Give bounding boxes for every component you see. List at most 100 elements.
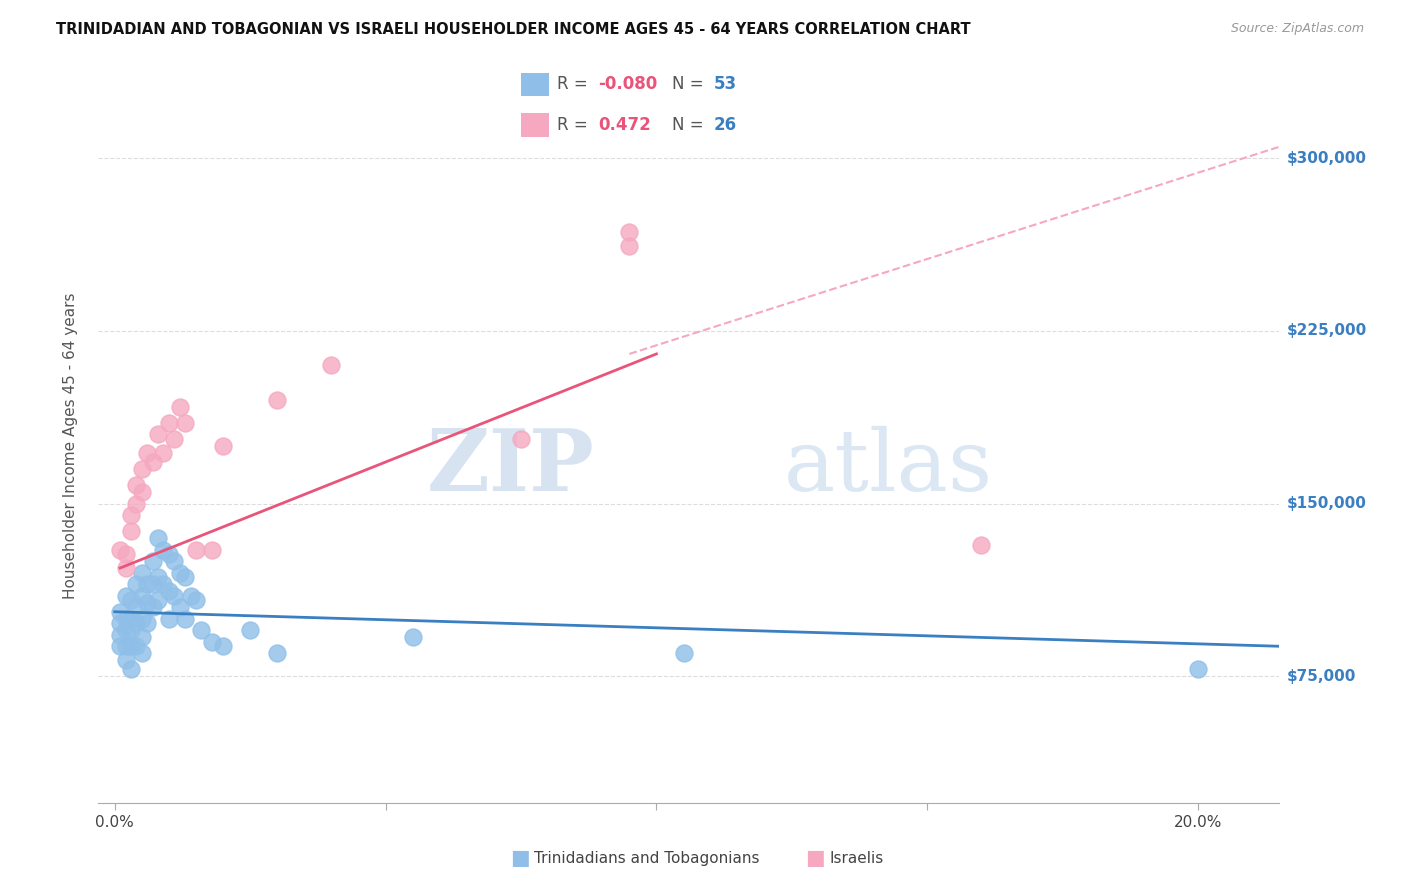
Point <box>201 542 224 557</box>
Point <box>131 646 153 660</box>
Point <box>142 577 165 591</box>
Text: 53: 53 <box>713 76 737 94</box>
Point <box>131 589 153 603</box>
Point <box>131 462 153 476</box>
Point <box>212 439 235 453</box>
Point <box>114 589 136 603</box>
Point <box>120 662 142 676</box>
Point <box>125 600 148 615</box>
Text: N =: N = <box>672 116 709 134</box>
Point <box>174 612 197 626</box>
Text: R =: R = <box>557 116 599 134</box>
Point <box>114 640 136 654</box>
Point <box>131 630 153 644</box>
Point <box>136 577 159 591</box>
Point <box>120 612 142 626</box>
Point <box>125 497 148 511</box>
Point <box>114 561 136 575</box>
Point <box>174 416 197 430</box>
Point <box>152 542 174 557</box>
Point <box>120 508 142 522</box>
Point <box>131 485 153 500</box>
Y-axis label: Householder Income Ages 45 - 64 years: Householder Income Ages 45 - 64 years <box>63 293 77 599</box>
Text: ■: ■ <box>806 848 825 868</box>
Point <box>120 640 142 654</box>
Bar <box>522 113 548 137</box>
Point <box>146 593 169 607</box>
Point <box>163 554 186 568</box>
Point <box>157 547 180 561</box>
Point <box>619 238 641 252</box>
Text: Trinidadians and Tobagonians: Trinidadians and Tobagonians <box>534 851 759 865</box>
Point <box>108 616 131 631</box>
Point <box>146 531 169 545</box>
Point <box>169 566 191 580</box>
Point <box>125 577 148 591</box>
Text: ZIP: ZIP <box>426 425 595 509</box>
Point <box>163 589 186 603</box>
Bar <box>522 72 548 96</box>
Text: Israelis: Israelis <box>830 851 884 865</box>
Text: atlas: atlas <box>783 425 993 509</box>
Point <box>157 612 180 626</box>
Point <box>1187 662 1209 676</box>
Point <box>201 634 224 648</box>
Point <box>169 400 191 414</box>
Point <box>266 646 288 660</box>
Point <box>114 623 136 637</box>
Point <box>510 432 533 446</box>
Point <box>266 392 288 407</box>
Point <box>142 455 165 469</box>
Point <box>239 623 262 637</box>
Point <box>131 566 153 580</box>
Point <box>157 584 180 599</box>
Point <box>136 616 159 631</box>
Point <box>190 623 212 637</box>
Point <box>120 593 142 607</box>
Text: $225,000: $225,000 <box>1286 324 1367 338</box>
Point <box>136 446 159 460</box>
Point <box>401 630 423 644</box>
Point <box>146 570 169 584</box>
Point <box>108 542 131 557</box>
Point <box>184 542 207 557</box>
Text: 0.472: 0.472 <box>598 116 651 134</box>
Point <box>136 595 159 609</box>
Point <box>180 589 202 603</box>
Point <box>152 577 174 591</box>
Point <box>125 478 148 492</box>
Point <box>114 653 136 667</box>
Point <box>114 612 136 626</box>
Text: 26: 26 <box>713 116 737 134</box>
Text: N =: N = <box>672 76 709 94</box>
Text: $75,000: $75,000 <box>1286 669 1355 683</box>
Text: $300,000: $300,000 <box>1286 151 1367 166</box>
Point <box>108 628 131 642</box>
Point <box>108 640 131 654</box>
Point <box>131 612 153 626</box>
Text: Source: ZipAtlas.com: Source: ZipAtlas.com <box>1230 22 1364 36</box>
Text: $150,000: $150,000 <box>1286 496 1367 511</box>
Point <box>672 646 695 660</box>
Text: -0.080: -0.080 <box>598 76 658 94</box>
Point <box>321 359 343 373</box>
Point <box>142 600 165 615</box>
Point <box>108 605 131 619</box>
Point <box>152 446 174 460</box>
Point <box>174 570 197 584</box>
Point <box>114 547 136 561</box>
Point <box>184 593 207 607</box>
Point <box>212 640 235 654</box>
Point <box>169 600 191 615</box>
Point <box>619 225 641 239</box>
Point <box>125 616 148 631</box>
Point <box>163 432 186 446</box>
Text: R =: R = <box>557 76 593 94</box>
Point <box>142 554 165 568</box>
Text: ■: ■ <box>510 848 530 868</box>
Point <box>157 416 180 430</box>
Point <box>120 524 142 538</box>
Point <box>125 640 148 654</box>
Point <box>146 427 169 442</box>
Point <box>120 623 142 637</box>
